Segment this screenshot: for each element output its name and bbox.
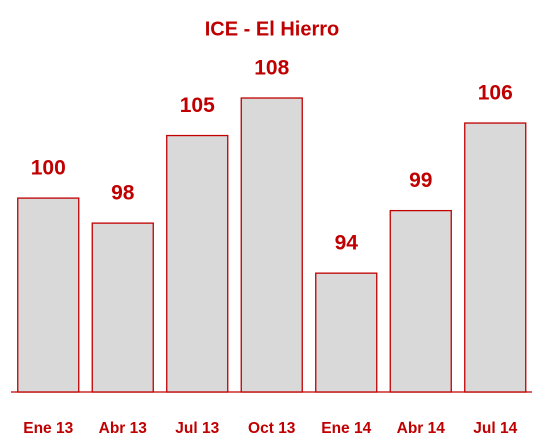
x-tick-label: Jul 14 xyxy=(473,420,517,437)
x-tick-label: Ene 14 xyxy=(321,420,371,437)
x-tick-label: Abr 14 xyxy=(397,420,446,437)
bar xyxy=(166,134,229,393)
value-label: 99 xyxy=(409,169,432,192)
x-tick-label: Ene 13 xyxy=(23,420,73,437)
chart-title: ICE - El Hierro xyxy=(205,18,339,40)
value-label: 108 xyxy=(254,57,289,80)
bar xyxy=(91,222,154,393)
bar xyxy=(315,272,378,393)
x-tick-label: Abr 13 xyxy=(99,420,148,437)
x-tick-label: Jul 13 xyxy=(175,420,219,437)
bar xyxy=(389,209,452,393)
x-tick-label: Oct 13 xyxy=(248,420,296,437)
bar xyxy=(464,122,527,393)
value-label: 94 xyxy=(335,232,359,255)
bar xyxy=(17,197,80,393)
bar xyxy=(240,97,303,393)
value-label: 98 xyxy=(111,182,135,205)
value-label: 100 xyxy=(31,157,66,180)
value-label: 106 xyxy=(478,82,513,105)
value-label: 105 xyxy=(180,94,215,117)
